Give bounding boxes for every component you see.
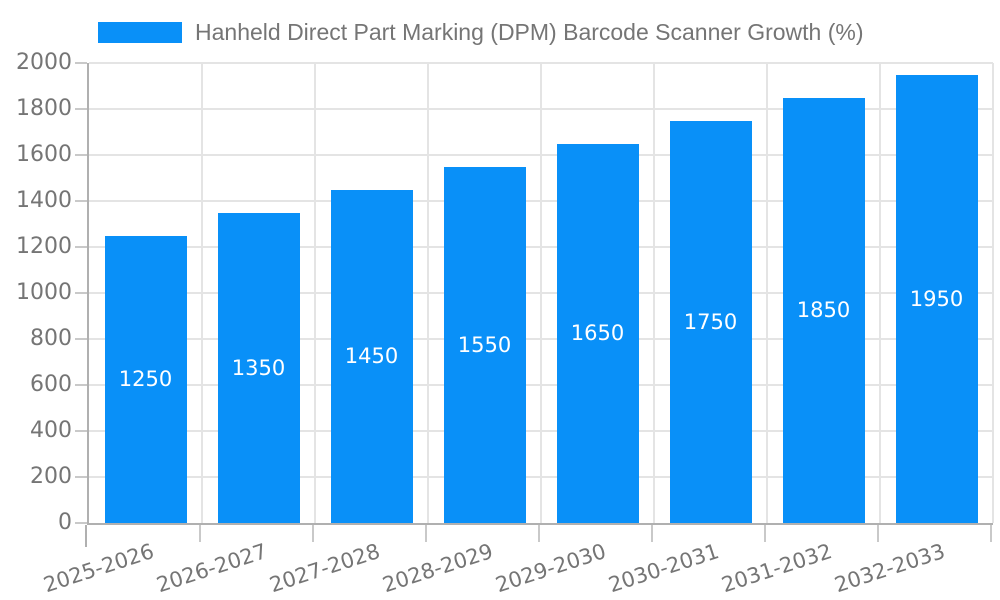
y-axis-tick-label: 800 bbox=[30, 326, 72, 351]
y-axis-tick bbox=[75, 292, 87, 294]
y-axis-tick bbox=[75, 154, 87, 156]
y-axis-tick-label: 0 bbox=[58, 510, 72, 535]
legend-swatch bbox=[98, 21, 182, 43]
bar bbox=[104, 235, 187, 523]
x-axis-tick-label: 2028-2029 bbox=[379, 539, 496, 598]
x-axis-tick-label: 2030-2031 bbox=[605, 539, 722, 598]
x-axis-tick-label: 2032-2033 bbox=[831, 539, 948, 598]
x-axis-tick bbox=[877, 525, 879, 542]
x-axis-tick-label: 2029-2030 bbox=[492, 539, 609, 598]
x-axis-tick bbox=[990, 525, 992, 542]
v-gridline bbox=[427, 63, 429, 523]
y-axis-tick bbox=[75, 246, 87, 248]
legend-label: Hanheld Direct Part Marking (DPM) Barcod… bbox=[195, 19, 864, 45]
bar bbox=[895, 74, 978, 523]
x-axis-tick-label: 2026-2027 bbox=[153, 539, 270, 598]
v-gridline bbox=[201, 63, 203, 523]
x-axis-tick-label: 2027-2028 bbox=[266, 539, 383, 598]
x-axis-tick bbox=[312, 525, 314, 542]
x-axis-tick-label: 2025-2026 bbox=[40, 539, 157, 598]
bar-value-label: 1550 bbox=[457, 332, 512, 357]
x-axis-tick bbox=[764, 525, 766, 542]
y-axis-tick-label: 1800 bbox=[16, 96, 72, 121]
y-axis-tick bbox=[75, 476, 87, 478]
y-axis-tick-label: 400 bbox=[30, 418, 72, 443]
y-axis-tick bbox=[75, 200, 87, 202]
v-gridline bbox=[540, 63, 542, 523]
plot-area: 1250 1350 1450 1550 1650 1750 1850 1950 bbox=[87, 62, 994, 525]
y-axis-tick bbox=[75, 522, 87, 524]
bar bbox=[782, 97, 865, 523]
y-axis-tick-label: 600 bbox=[30, 372, 72, 397]
legend[interactable]: Hanheld Direct Part Marking (DPM) Barcod… bbox=[98, 18, 864, 46]
bar-value-label: 1350 bbox=[231, 355, 286, 380]
y-axis-tick-label: 1200 bbox=[16, 234, 72, 259]
bar-value-label: 1650 bbox=[570, 321, 625, 346]
v-gridline bbox=[766, 63, 768, 523]
x-axis-tick bbox=[538, 525, 540, 542]
bar bbox=[330, 189, 413, 523]
bar bbox=[443, 166, 526, 523]
x-axis-tick bbox=[425, 525, 427, 542]
v-gridline bbox=[879, 63, 881, 523]
y-axis-tick-label: 1400 bbox=[16, 188, 72, 213]
bar-value-label: 1250 bbox=[118, 367, 173, 392]
v-gridline bbox=[653, 63, 655, 523]
y-axis-tick bbox=[75, 108, 87, 110]
y-axis-tick-label: 2000 bbox=[16, 50, 72, 75]
bar-value-label: 1950 bbox=[909, 286, 964, 311]
bar bbox=[217, 212, 300, 523]
bar-value-label: 1450 bbox=[344, 344, 399, 369]
y-axis-tick-label: 200 bbox=[30, 464, 72, 489]
y-axis-tick bbox=[75, 62, 87, 64]
x-axis-tick bbox=[651, 525, 653, 542]
x-axis-tick-label: 2031-2032 bbox=[718, 539, 835, 598]
y-axis-tick bbox=[75, 430, 87, 432]
y-axis-tick bbox=[75, 338, 87, 340]
bar-value-label: 1850 bbox=[796, 298, 851, 323]
v-gridline bbox=[992, 63, 994, 523]
v-gridline bbox=[314, 63, 316, 523]
y-axis-tick-label: 1000 bbox=[16, 280, 72, 305]
bar bbox=[669, 120, 752, 523]
y-axis-tick bbox=[75, 384, 87, 386]
x-axis-tick bbox=[199, 525, 201, 542]
bar-value-label: 1750 bbox=[683, 309, 738, 334]
x-axis-tick bbox=[85, 525, 87, 547]
y-axis-tick-label: 1600 bbox=[16, 142, 72, 167]
bar bbox=[556, 143, 639, 523]
